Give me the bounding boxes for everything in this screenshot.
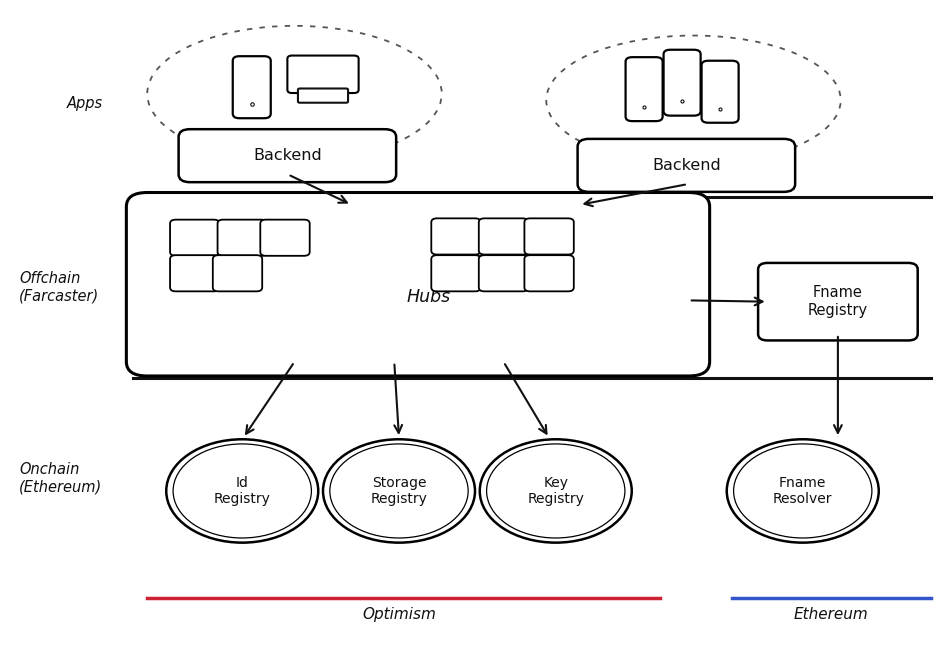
FancyBboxPatch shape	[524, 255, 574, 291]
Text: Fname
Resolver: Fname Resolver	[773, 476, 832, 506]
Text: Key
Registry: Key Registry	[527, 476, 584, 506]
FancyBboxPatch shape	[758, 263, 918, 340]
Text: Id
Registry: Id Registry	[214, 476, 271, 506]
FancyBboxPatch shape	[701, 61, 739, 123]
Text: Backend: Backend	[253, 148, 322, 163]
FancyBboxPatch shape	[663, 50, 700, 116]
FancyBboxPatch shape	[213, 255, 262, 291]
Text: Onchain
(Ethereum): Onchain (Ethereum)	[19, 462, 103, 494]
FancyBboxPatch shape	[170, 220, 219, 256]
FancyBboxPatch shape	[479, 255, 528, 291]
Text: Storage
Registry: Storage Registry	[370, 476, 428, 506]
FancyBboxPatch shape	[287, 56, 359, 93]
Text: Backend: Backend	[652, 158, 721, 173]
FancyBboxPatch shape	[179, 129, 396, 182]
FancyBboxPatch shape	[479, 218, 528, 255]
FancyBboxPatch shape	[626, 57, 663, 121]
FancyBboxPatch shape	[431, 218, 481, 255]
FancyBboxPatch shape	[260, 220, 310, 256]
Text: Ethereum: Ethereum	[794, 607, 868, 623]
FancyBboxPatch shape	[233, 56, 271, 118]
FancyBboxPatch shape	[126, 193, 710, 376]
FancyBboxPatch shape	[298, 89, 348, 103]
FancyBboxPatch shape	[578, 139, 795, 192]
Text: Fname
Registry: Fname Registry	[808, 286, 868, 318]
FancyBboxPatch shape	[218, 220, 267, 256]
FancyBboxPatch shape	[431, 255, 481, 291]
Text: Apps: Apps	[66, 96, 103, 111]
Text: Offchain
(Farcaster): Offchain (Farcaster)	[19, 271, 99, 304]
Text: Hubs: Hubs	[407, 287, 451, 306]
FancyBboxPatch shape	[524, 218, 574, 255]
FancyBboxPatch shape	[170, 255, 219, 291]
Text: Optimism: Optimism	[362, 607, 436, 623]
